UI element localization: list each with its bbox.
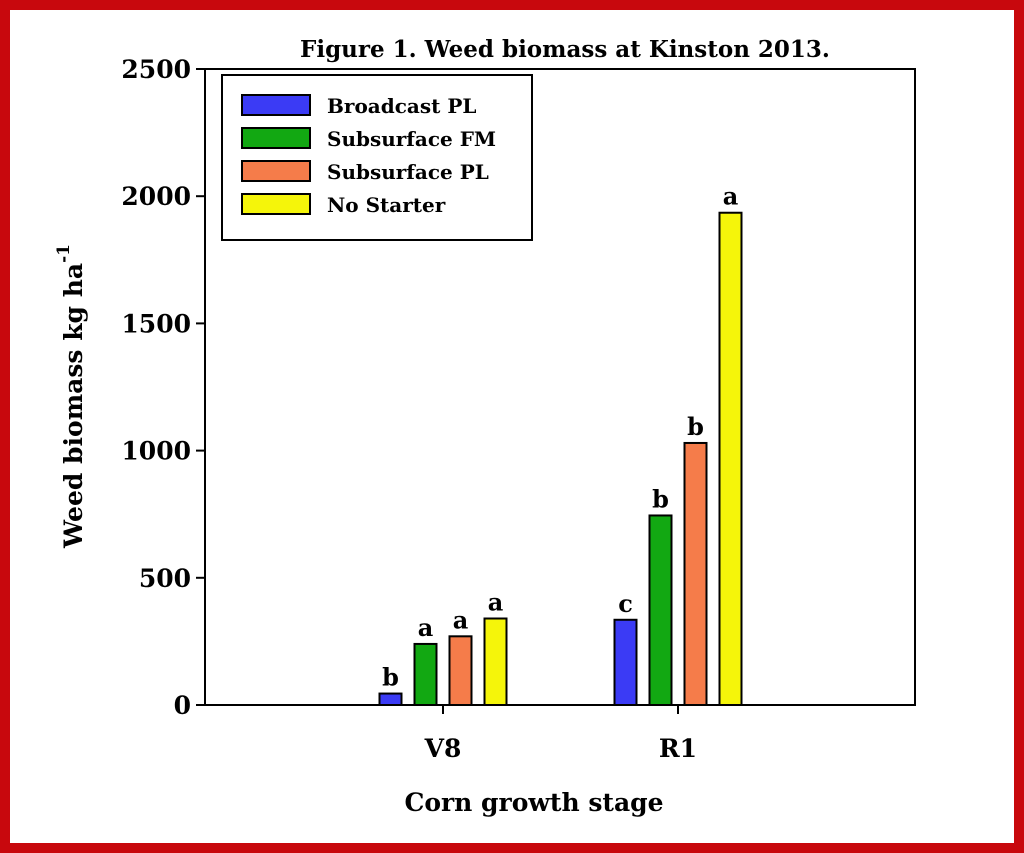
y-axis: 0 500 1000 1500 2000 2500	[121, 55, 205, 720]
x-tick-label: V8	[424, 734, 462, 763]
y-axis-label: Weed biomass kg ha-1	[54, 244, 88, 549]
significance-letter: a	[723, 182, 739, 211]
legend-label: Subsurface PL	[327, 160, 489, 184]
significance-letter: a	[488, 588, 504, 617]
x-tick-label: R1	[659, 734, 697, 763]
legend-label: Broadcast PL	[327, 94, 476, 118]
y-tick-label: 1500	[121, 309, 191, 338]
significance-letter: b	[687, 412, 704, 441]
legend-swatch	[241, 193, 311, 215]
significance-letter: a	[418, 613, 434, 642]
significance-letter: b	[382, 663, 399, 692]
y-tick-label: 2000	[121, 182, 191, 211]
significance-letter: c	[618, 589, 633, 618]
significance-letter: b	[652, 484, 669, 513]
bar-subsurface-fm-r1	[648, 514, 673, 706]
y-tick-label: 0	[174, 691, 191, 720]
legend: Broadcast PL Subsurface FM Subsurface PL No…	[221, 74, 533, 241]
bar-subsurface-fm-v8	[413, 642, 438, 706]
legend-swatch	[241, 94, 311, 116]
y-tick-label: 2500	[121, 55, 191, 84]
plot-area	[204, 68, 916, 706]
bar-broadcast-pl-v8	[378, 692, 403, 707]
bar-subsurface-pl-r1	[683, 441, 708, 706]
legend-label: No Starter	[327, 193, 446, 217]
bar-no-starter-r1	[718, 211, 743, 706]
legend-swatch	[241, 160, 311, 182]
chart-title: Figure 1. Weed biomass at Kinston 2013.	[300, 36, 830, 63]
bars	[378, 211, 743, 707]
legend-swatch	[241, 127, 311, 149]
bar-broadcast-pl-r1	[613, 618, 638, 706]
x-axis: V8 R1	[424, 705, 697, 763]
bar-subsurface-pl-v8	[448, 635, 473, 707]
y-axis-label-superscript: -1	[54, 244, 74, 263]
y-tick-label: 1000	[121, 437, 191, 466]
significance-letter: a	[453, 605, 469, 634]
x-axis-label: Corn growth stage	[404, 788, 663, 817]
y-axis-label-text: Weed biomass kg ha	[59, 263, 88, 549]
legend-label: Subsurface FM	[327, 127, 496, 151]
bar-no-starter-v8	[483, 617, 508, 707]
y-tick-label: 500	[139, 564, 191, 593]
